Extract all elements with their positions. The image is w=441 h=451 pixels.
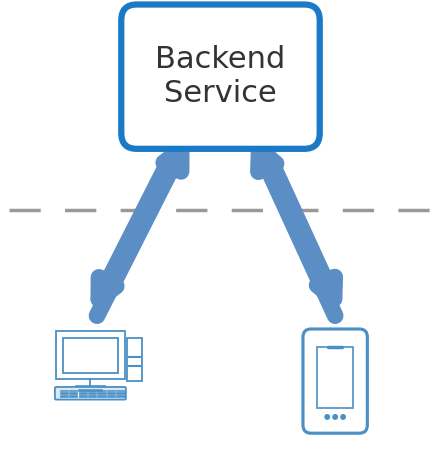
Bar [97,392,106,394]
Bar [60,390,68,391]
Bar [127,338,142,381]
Bar [78,395,87,397]
Bar [97,390,106,391]
Bar [317,347,353,408]
Bar [60,392,68,394]
Bar [69,392,77,394]
Circle shape [341,415,345,419]
Bar [78,390,87,391]
FancyBboxPatch shape [303,329,367,433]
Bar [69,390,77,391]
Circle shape [325,415,329,419]
Bar [107,395,115,397]
Bar [116,392,124,394]
Circle shape [333,415,337,419]
FancyBboxPatch shape [55,387,126,400]
Bar [63,337,118,373]
FancyBboxPatch shape [121,5,320,149]
Bar [107,390,115,391]
Bar [97,395,106,397]
Bar [78,392,87,394]
Bar [88,395,96,397]
Bar [116,395,124,397]
Bar [116,390,124,391]
Text: Backend
Service: Backend Service [155,46,286,108]
Bar [69,395,77,397]
Bar [107,392,115,394]
FancyBboxPatch shape [56,331,124,379]
Bar [60,395,68,397]
Bar [88,390,96,391]
Bar [78,389,102,391]
Bar [88,392,96,394]
